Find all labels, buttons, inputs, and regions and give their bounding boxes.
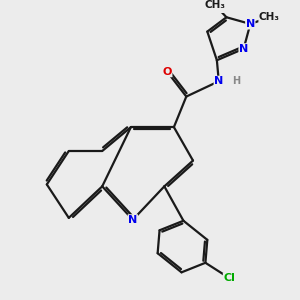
Text: N: N (246, 19, 255, 29)
Text: Cl: Cl (224, 273, 235, 283)
Text: CH₃: CH₃ (259, 12, 280, 22)
Text: N: N (214, 76, 224, 86)
Text: CH₃: CH₃ (205, 0, 226, 10)
Text: N: N (239, 44, 248, 54)
Text: N: N (128, 215, 137, 225)
Text: H: H (232, 76, 240, 86)
Text: O: O (163, 67, 172, 77)
